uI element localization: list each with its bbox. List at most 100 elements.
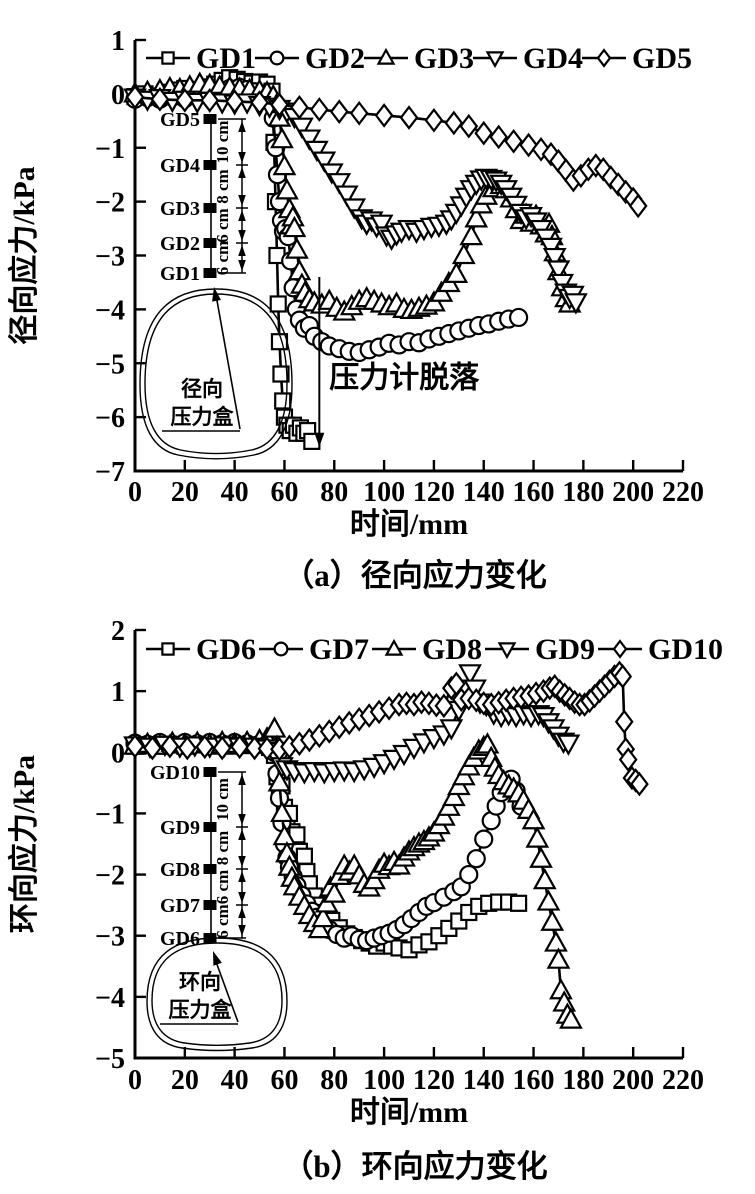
arrowhead — [238, 121, 246, 132]
x-tick-label: 120 — [413, 477, 455, 508]
arrowhead — [238, 245, 246, 256]
triangle-up-marker — [307, 916, 332, 939]
diamond-marker — [245, 735, 264, 761]
chart-a: 10−1−2−3−4−5−6−70 20 40 60 80 100 120 140 160 180… — [7, 26, 704, 593]
x-tick-label: 40 — [221, 477, 249, 508]
legend-item-GD3: GD3 — [364, 42, 474, 75]
spacing-label: 8 cm — [213, 831, 232, 865]
sensor-mark-GD2 — [203, 238, 217, 248]
legend-label-GD6: GD6 — [196, 633, 256, 666]
tunnel-outline-outer — [146, 937, 288, 1052]
arrowhead — [238, 856, 246, 867]
x-tick-label: 200 — [612, 1065, 654, 1096]
y-tick-label: −2 — [95, 861, 125, 892]
triangle-up-marker — [532, 867, 557, 890]
legend-item-GD5: GD5 — [582, 42, 692, 75]
triangle-up-marker — [444, 261, 469, 283]
diamond-marker — [424, 107, 444, 133]
triangle-up-marker — [267, 770, 292, 792]
arrowhead — [238, 210, 246, 221]
y-axis-title: 径向应力/kPa — [7, 166, 41, 344]
spacing-label: 6 cm — [213, 904, 232, 938]
x-tick-label: 200 — [612, 477, 654, 508]
triangle-down-marker — [369, 214, 394, 236]
triangle-down-marker — [290, 117, 314, 139]
arrowhead — [238, 167, 246, 178]
x-tick-label: 40 — [221, 1065, 249, 1096]
y-tick-label: −2 — [95, 188, 125, 219]
legend-label-GD1: GD1 — [196, 42, 256, 75]
diamond-marker — [230, 734, 250, 760]
sensor-label-GD6: GD6 — [160, 928, 200, 950]
triangle-down-marker — [497, 642, 517, 660]
arrowhead — [238, 260, 246, 271]
triangle-down-marker — [312, 151, 337, 173]
triangle-up-marker — [272, 153, 297, 176]
diamond-marker — [399, 105, 419, 130]
x-tick-label: 120 — [413, 1065, 455, 1096]
y-tick-label: 0 — [111, 738, 125, 769]
x-tick-label: 80 — [320, 1065, 348, 1096]
legend-item-GD4: GD4 — [473, 42, 583, 75]
triangle-up-marker — [376, 47, 396, 65]
diamond-marker — [630, 771, 649, 797]
y-tick-label: −7 — [95, 457, 125, 488]
spacing-label: 6 cm — [213, 241, 232, 275]
spacing-label: 6 cm — [213, 208, 232, 242]
arrowhead — [238, 907, 246, 918]
square-marker — [269, 295, 287, 313]
triangle-up-marker — [384, 638, 404, 656]
x-tick-label: 100 — [363, 477, 405, 508]
diamond-marker — [614, 709, 634, 735]
x-tick-label: 80 — [320, 477, 348, 508]
y-tick-label: 0 — [111, 80, 125, 111]
y-tick-label: −1 — [95, 799, 125, 830]
sensor-label-GD8: GD8 — [160, 859, 200, 881]
sensor-mark-GD5 — [203, 114, 217, 124]
legend-item-GD2: GD2 — [255, 42, 365, 75]
circle-marker — [508, 307, 529, 328]
legend-item-GD8: GD8 — [372, 633, 482, 666]
subplot-caption: （b）环向应力变化 — [282, 1149, 547, 1184]
triangle-down-marker — [546, 260, 571, 282]
tunnel-label-line1: 环向 — [179, 970, 221, 994]
sensor-label-GD9: GD9 — [160, 817, 200, 839]
triangle-down-marker — [539, 237, 563, 260]
x-tick-label: 180 — [562, 1065, 604, 1096]
y-tick-label: −5 — [95, 1044, 125, 1075]
diamond-marker — [596, 48, 612, 68]
triangle-up-marker — [282, 215, 307, 238]
diamond-marker — [160, 733, 180, 759]
legend-item-GD10: GD10 — [598, 633, 723, 666]
diamond-marker — [125, 733, 145, 759]
x-tick-label: 140 — [463, 1065, 505, 1096]
triangle-up-marker — [275, 178, 299, 200]
triangle-down-marker — [297, 129, 322, 151]
diamond-marker — [613, 664, 633, 689]
tunnel-outline-inner — [151, 942, 283, 1046]
square-marker — [161, 642, 175, 656]
x-tick-label: 20 — [171, 1065, 199, 1096]
x-tick-label: 0 — [128, 1065, 142, 1096]
diamond-marker — [257, 736, 277, 761]
x-tick-label: 160 — [513, 477, 555, 508]
triangle-up-marker — [525, 826, 550, 848]
x-tick-label: 160 — [513, 1065, 555, 1096]
x-tick-label: 0 — [128, 477, 142, 508]
sensor-mark-GD8 — [203, 864, 217, 874]
sensor-mark-GD1 — [203, 268, 217, 278]
diamond-marker — [125, 84, 145, 110]
diamond-marker — [474, 120, 494, 146]
diamond-marker — [143, 735, 162, 761]
y-tick-label: 1 — [111, 677, 125, 708]
arrowhead — [238, 774, 246, 785]
arrowhead — [238, 230, 246, 241]
legend-label-GD10: GD10 — [648, 633, 723, 666]
y-tick-label: −5 — [95, 349, 125, 380]
tunnel-outline-outer — [139, 288, 293, 460]
chart-b: 210−1−2−3−4−50 20 40 60 80 100 120 140 160 180 200… — [7, 616, 723, 1184]
arrowhead — [238, 871, 246, 882]
legend-label-GD2: GD2 — [305, 42, 365, 75]
sensor-label-GD10: GD10 — [150, 762, 200, 784]
